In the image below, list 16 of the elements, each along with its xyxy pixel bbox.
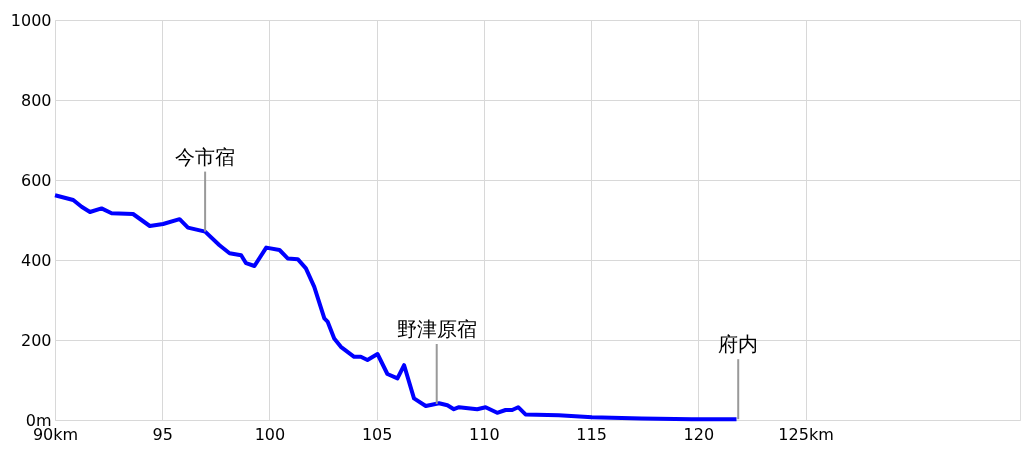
annotation: 野津原宿 bbox=[396, 317, 477, 341]
y-tick-label: 200 bbox=[20, 330, 52, 350]
x-tick-label: 95 bbox=[152, 424, 173, 444]
x-tick-label: 120 bbox=[683, 424, 715, 444]
annotation: 今市宿 bbox=[175, 144, 236, 169]
y-tick-label: 800 bbox=[20, 90, 52, 110]
x-tick-label: 115 bbox=[576, 424, 607, 444]
y-tick-label: 600 bbox=[20, 170, 52, 190]
x-tick-label: 110 bbox=[469, 424, 500, 444]
annotation: 府内 bbox=[718, 332, 759, 357]
y-tick-label: 1000 bbox=[10, 10, 52, 30]
x-tick-label: 125km bbox=[778, 424, 834, 444]
line-series bbox=[53, 193, 739, 422]
y-tick-label: 400 bbox=[20, 250, 52, 270]
x-tick-label: 105 bbox=[361, 424, 393, 444]
x-tick-label: 100 bbox=[254, 424, 286, 444]
